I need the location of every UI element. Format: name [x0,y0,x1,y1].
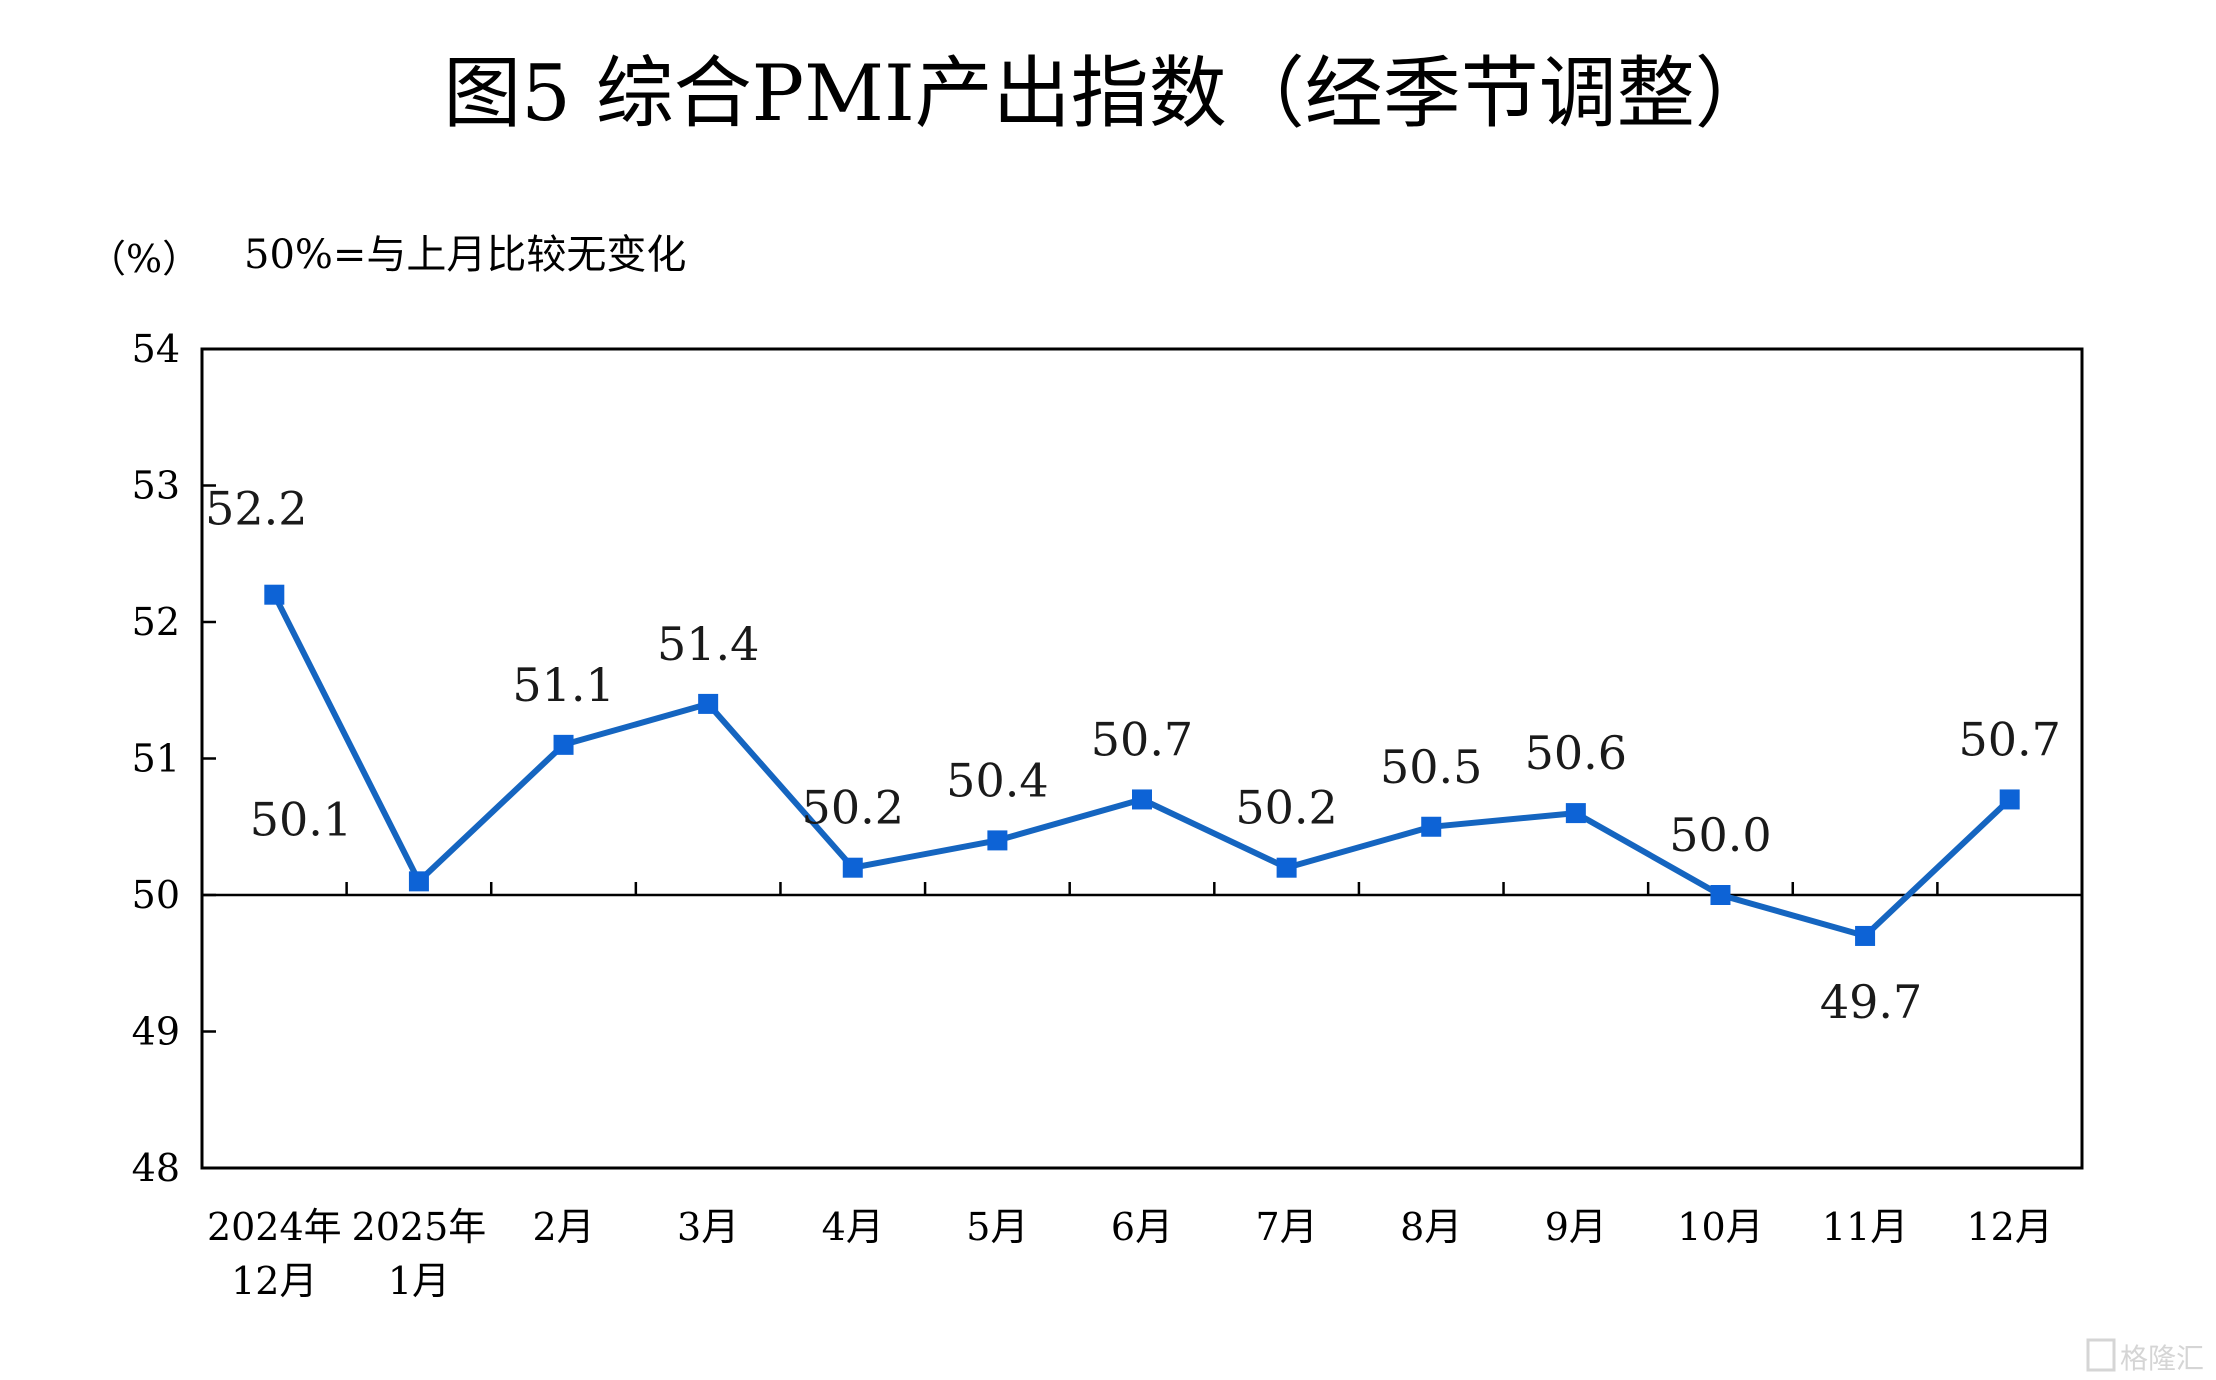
x-tick-label: 5月 [966,1205,1028,1249]
data-point [553,734,574,755]
x-tick-label: 6月 [1111,1205,1173,1249]
data-point [1421,816,1442,837]
y-tick-label: 49 [132,1010,180,1054]
data-label: 50.5 [1380,740,1482,794]
x-tick-label: 2025年 [352,1205,487,1249]
data-label: 49.7 [1820,975,1922,1029]
data-label: 50.7 [1091,712,1193,766]
data-point [1855,925,1876,946]
data-label: 50.4 [946,753,1048,807]
x-tick-label: 4月 [822,1205,884,1249]
data-point [1565,803,1586,824]
chart-title: 图5 综合PMI产出指数（经季节调整） [443,49,1773,139]
data-point [698,693,719,714]
data-point [842,857,863,878]
x-tick-label: 12月 [1967,1205,2053,1249]
x-tick-label: 7月 [1256,1205,1318,1249]
data-point [408,871,429,892]
x-tick-label: 9月 [1545,1205,1607,1249]
y-tick-label: 51 [132,737,180,781]
data-label: 50.0 [1669,808,1771,862]
x-tick-label: 2024年 [207,1205,342,1249]
data-label: 50.2 [1235,781,1337,835]
data-label: 50.6 [1525,726,1627,780]
x-tick-label: 10月 [1677,1205,1763,1249]
x-tick-label: 12月 [231,1259,317,1303]
data-point [1999,789,2020,810]
data-point [1132,789,1152,810]
data-label: 51.1 [512,658,614,712]
y-tick-label: 53 [132,464,180,508]
y-tick-label: 48 [132,1146,180,1190]
y-tick-label: 50 [132,873,180,917]
reference-note: 50%=与上月比较无变化 [244,232,686,278]
data-label: 50.7 [1958,712,2060,766]
y-tick-label: 54 [132,327,180,371]
data-label: 50.2 [802,781,904,835]
y-axis-unit: （%） [88,237,200,281]
watermark: 格隆汇 [2086,1338,2204,1375]
data-label: 52.2 [205,482,307,536]
y-tick-label: 52 [132,600,180,644]
data-label: 50.1 [250,792,352,846]
data-label: 51.4 [657,617,759,671]
data-point [1276,857,1297,878]
data-point [987,830,1008,851]
x-tick-label: 8月 [1400,1205,1462,1249]
watermark-text: 格隆汇 [2120,1342,2204,1375]
data-point [1710,885,1731,905]
data-point [264,584,285,605]
x-tick-label: 11月 [1822,1205,1908,1249]
x-tick-label: 1月 [388,1259,450,1303]
x-tick-label: 3月 [677,1205,739,1249]
plot-area: 48 49 50 51 52 53 54 2024年 12月 2025年 1月 2月 3月 4月 5月 6月 7… [132,327,2084,1303]
x-tick-label: 2月 [532,1205,594,1249]
